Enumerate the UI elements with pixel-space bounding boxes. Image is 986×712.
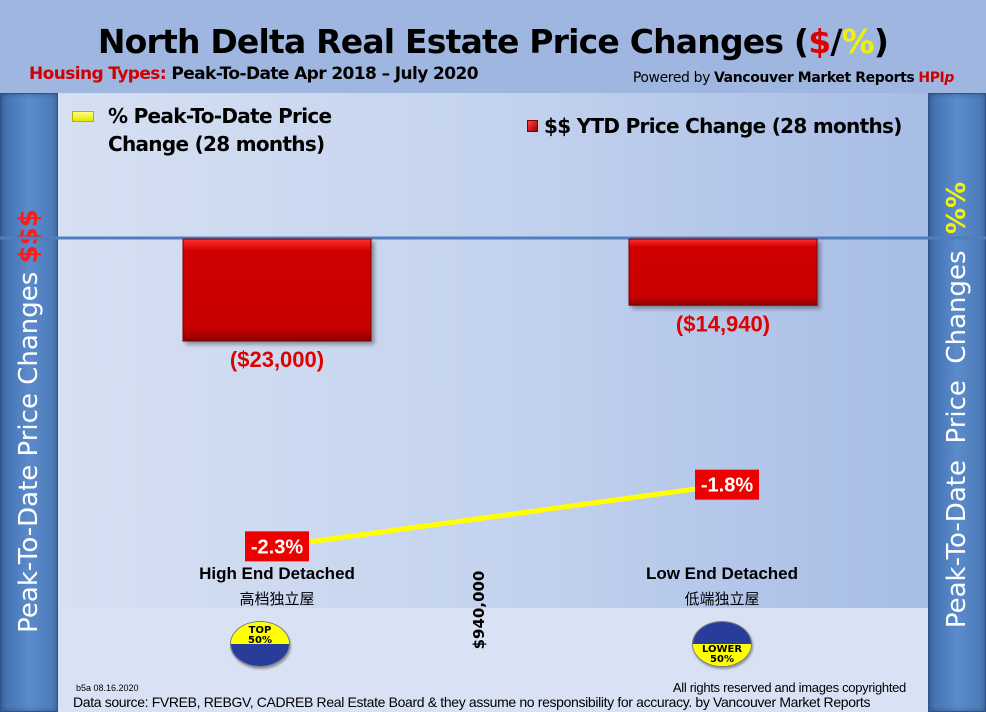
line-data-label-text: -2.3%: [251, 536, 303, 558]
line-data-label-box: [245, 531, 309, 562]
hpi-text: HPI: [918, 70, 945, 86]
category-label-zh: 高档独立屋: [239, 590, 315, 608]
category-high-end: High End Detached 高档独立屋: [167, 564, 387, 609]
title-dollar: $: [808, 22, 831, 61]
plot-area: [58, 93, 928, 608]
legend-line: % Peak-To-Date Price Change (28 months): [72, 102, 348, 158]
top-50-badge: TOP 50%: [230, 621, 290, 667]
bar-high-end: [182, 238, 372, 342]
subtitle: Housing Types: Peak-To-Date Apr 2018 – J…: [29, 64, 479, 84]
line-series-percent: [276, 482, 728, 549]
legend-line-swatch: [72, 111, 94, 122]
bar-value-label: ($14,940): [676, 311, 770, 336]
category-label-zh: 低端独立屋: [684, 590, 760, 608]
bar-value-label: ($23,000): [230, 347, 324, 372]
left-axis-panel: Peak-To-Date Price Changes $$$: [0, 93, 58, 712]
legend-line-label: % Peak-To-Date Price Change (28 months): [108, 104, 332, 156]
badge-top-line1: TOP: [248, 625, 272, 636]
lower-band: [58, 608, 928, 712]
hpi-logo: HPIp: [918, 70, 954, 86]
powered-brand: Vancouver Market Reports: [714, 70, 915, 86]
hpi-p: p: [944, 70, 954, 86]
title-percent: %: [841, 22, 875, 61]
legend-bar: $$ YTD Price Change (28 months): [527, 114, 902, 138]
badge-yellow-half: [231, 622, 289, 644]
subtitle-label: Housing Types:: [29, 64, 167, 84]
category-label: High End Detached: [199, 564, 355, 583]
line-data-label-box: [695, 469, 759, 500]
badge-blue-half: [231, 644, 289, 666]
lower-50-badge: LOWER 50%: [692, 621, 752, 667]
category-label: Low End Detached: [645, 564, 799, 583]
line-data-label: -1.8%: [695, 469, 759, 500]
badge-blue-half: [693, 622, 751, 644]
line-data-label-text: -1.8%: [701, 475, 753, 497]
chart-title: North Delta Real Estate Price Changes ($…: [0, 22, 986, 61]
bar-low-end: [628, 238, 818, 306]
badge-yellow-half: [693, 644, 751, 666]
title-close: ): [873, 22, 889, 61]
powered-prefix: Powered by: [632, 70, 715, 86]
category-low-end: Low End Detached 低端独立屋: [612, 564, 832, 609]
badge-lower-line1: LOWER: [701, 644, 743, 655]
badge-top-line2: 50%: [248, 635, 272, 646]
badge-lower-line2: 50%: [710, 654, 734, 665]
rights-notice: All rights reserved and images copyright…: [672, 680, 906, 695]
data-source: Data source: FVREB, REBGV, CADREB Real E…: [73, 694, 871, 710]
legend-bar-swatch: [527, 120, 538, 132]
title-slash: /: [830, 22, 842, 61]
legend-bar-label: $$ YTD Price Change (28 months): [544, 114, 902, 138]
median-price-label: $940,000: [470, 570, 488, 650]
title-text: North Delta Real Estate Price Changes (: [97, 22, 809, 61]
line-data-label: -2.3%: [245, 531, 309, 562]
median-price: $940,000: [469, 570, 489, 650]
subtitle-period: Peak-To-Date Apr 2018 – July 2020: [166, 64, 478, 84]
powered-by: Powered by Vancouver Market Reports HPIp: [632, 70, 955, 86]
version-stamp: b5a 08.16.2020: [76, 683, 139, 693]
